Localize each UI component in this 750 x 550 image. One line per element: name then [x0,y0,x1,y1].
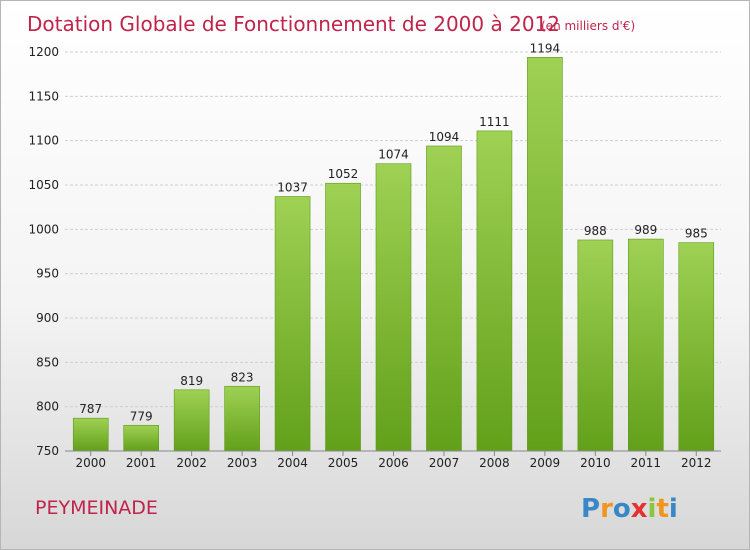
x-tick-label: 2006 [378,456,409,470]
value-label: 779 [130,409,153,423]
chart-title: Dotation Globale de Fonctionnement de 20… [27,12,560,36]
value-label: 1037 [277,181,308,195]
value-label: 989 [634,223,657,237]
chart-subtitle: (en milliers d'€) [541,19,635,33]
value-label: 787 [79,402,102,416]
y-tick-label: 850 [36,355,59,369]
x-tick-label: 2004 [277,456,308,470]
logo-letter: x [631,494,648,524]
y-axis-ticks: 750 800 850 900 950 1000 1050 1100 1150 1200 [28,45,59,458]
y-tick-label: 1000 [28,222,59,236]
logo-letter: i [669,494,678,524]
bar [224,385,260,452]
value-label: 823 [231,370,254,384]
bar [678,242,715,452]
x-tick-label: 2011 [631,456,662,470]
y-tick-label: 800 [36,400,59,414]
commune-name: PEYMEINADE [35,497,158,519]
bar [628,238,664,452]
x-tick-label: 2008 [479,456,510,470]
y-tick-label: 1050 [28,178,59,192]
bar [123,424,159,452]
logo-letter: i [648,494,657,524]
x-tick-label: 2002 [176,456,207,470]
x-tick-label: 2003 [227,456,258,470]
y-tick-label: 950 [36,267,59,281]
value-label: 985 [685,227,708,241]
x-tick-label: 2010 [580,456,611,470]
y-tick-label: 900 [36,311,59,325]
y-tick-label: 1200 [28,45,59,59]
value-label: 1094 [429,130,460,144]
bars [72,57,715,452]
value-labels: 787 779 819 823 1037 1052 1074 1094 1111 1194 988 9… [79,41,707,423]
value-label: 1074 [378,148,409,162]
bar [577,239,614,452]
logo-letter: r [600,494,613,524]
proxiti-logo: Proxiti [581,494,678,524]
value-label: 1194 [530,41,561,55]
bar [173,389,210,452]
value-label: 1111 [479,115,510,129]
x-tick-label: 2012 [681,456,712,470]
bar [274,196,311,452]
bar [325,182,361,452]
value-label: 1052 [328,167,359,181]
value-label: 988 [584,224,607,238]
bar [426,145,462,452]
x-axis-ticks: 2000 2001 2002 2003 2004 2005 2006 2007 2008 2009… [75,451,712,470]
bar [375,163,412,452]
y-tick-label: 1150 [28,89,59,103]
bar [72,417,109,452]
x-tick-label: 2005 [328,456,359,470]
y-tick-label: 1100 [28,134,59,148]
logo-letter: P [581,494,600,524]
x-tick-label: 2000 [75,456,106,470]
x-tick-label: 2009 [530,456,561,470]
logo-letter: o [613,494,631,524]
y-tick-label: 750 [36,444,59,458]
x-tick-label: 2007 [429,456,460,470]
bar [527,57,563,452]
value-label: 819 [180,374,203,388]
bar [476,130,513,452]
x-tick-label: 2001 [126,456,157,470]
logo-letter: t [656,494,668,524]
